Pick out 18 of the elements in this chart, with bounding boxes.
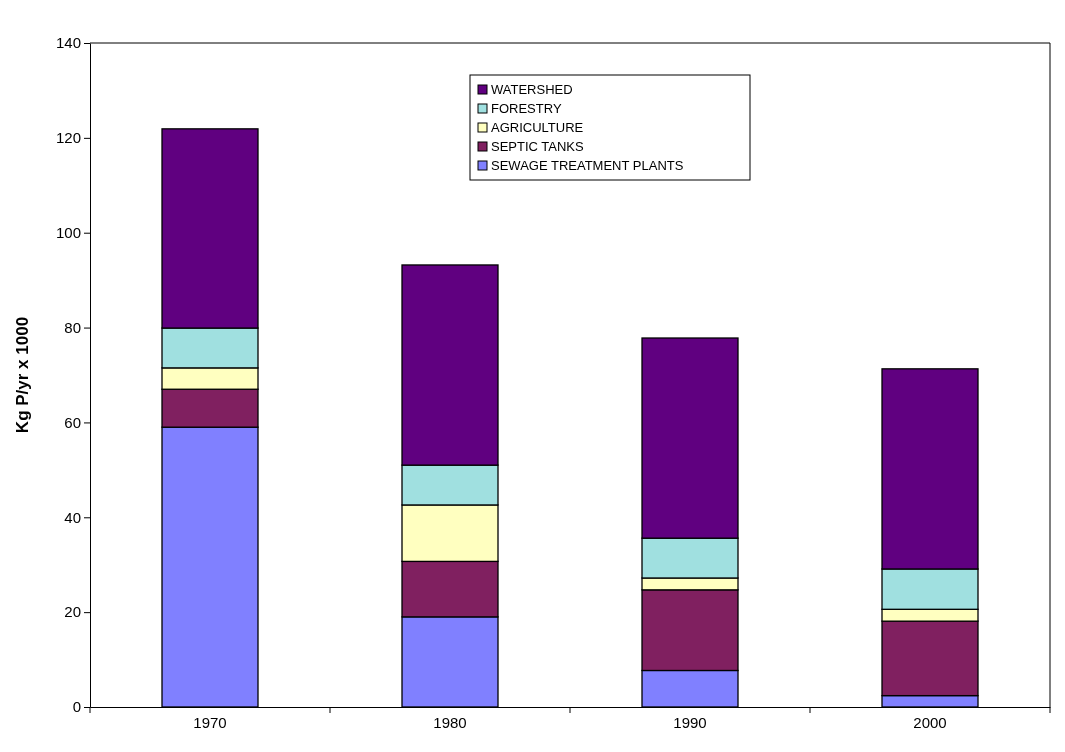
- x-tick-label: 1970: [193, 714, 227, 731]
- y-tick-label: 0: [72, 698, 81, 716]
- legend-label: FORESTRY: [491, 101, 562, 116]
- y-axis-title: Kg P/yr x 1000: [13, 316, 32, 434]
- legend-label: SEWAGE TREATMENT PLANTS: [491, 158, 684, 173]
- y-tick-label: 100: [55, 224, 81, 242]
- legend-label: AGRICULTURE: [491, 120, 584, 135]
- x-tick-label: 2000: [913, 714, 947, 731]
- y-tick-label: 40: [64, 508, 81, 526]
- x-tick-label: 1990: [673, 714, 707, 731]
- x-tick-label: 1980: [433, 714, 467, 731]
- y-tick-label: 120: [55, 129, 81, 147]
- y-tick-label: 140: [55, 34, 81, 52]
- legend-label: SEPTIC TANKS: [491, 139, 585, 154]
- y-tick-label: 60: [64, 413, 81, 431]
- y-tick-label: 20: [64, 603, 81, 621]
- y-tick-label: 80: [64, 318, 81, 336]
- legend-label: WATERSHED: [491, 82, 573, 97]
